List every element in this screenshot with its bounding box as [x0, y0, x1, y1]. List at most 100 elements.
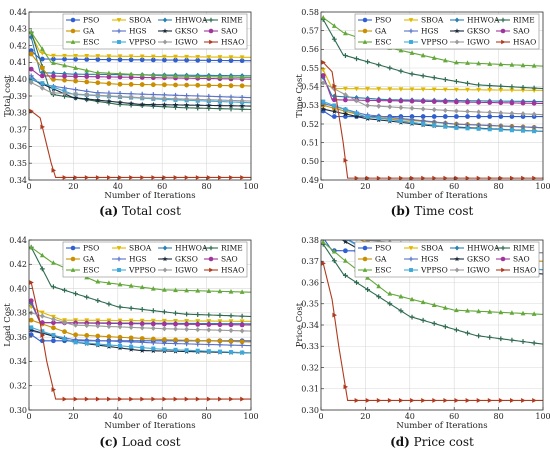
- marker-rime: [465, 330, 470, 336]
- marker-gkso: [342, 240, 349, 245]
- marker-igwo: [173, 96, 178, 102]
- marker-ga: [95, 80, 101, 86]
- marker-esc: [184, 73, 190, 79]
- legend-marker: [408, 246, 414, 251]
- marker-hgs: [217, 342, 223, 348]
- marker-igwo: [128, 94, 134, 100]
- marker-sao: [376, 98, 382, 103]
- marker-sao: [343, 97, 348, 103]
- marker-sao: [420, 98, 426, 104]
- marker-ga: [117, 81, 123, 87]
- y-tick-label: 0.40: [9, 75, 27, 84]
- marker-ga: [150, 336, 156, 342]
- marker-pso: [431, 114, 437, 119]
- marker-hsao: [532, 398, 537, 403]
- marker-igwo: [139, 325, 145, 331]
- marker-igwo: [321, 80, 326, 86]
- legend-marker: [409, 268, 413, 272]
- marker-ga: [217, 338, 223, 344]
- legend-entry-ga: GA: [83, 255, 95, 264]
- marker-pso: [73, 56, 79, 62]
- legend-entry-igwo: IGWO: [467, 38, 490, 47]
- legend-entry-rime: RIME: [513, 16, 535, 25]
- marker-hhwoa: [331, 93, 337, 99]
- marker-hsao: [40, 333, 45, 338]
- marker-esc: [531, 63, 537, 68]
- legend-marker: [454, 245, 460, 251]
- x-axis-label: Number of Iterations: [104, 191, 195, 201]
- marker-hsao: [73, 396, 79, 402]
- marker-rime: [498, 336, 504, 342]
- legend-entry-hsao: HSAO: [513, 38, 536, 47]
- marker-ga: [139, 336, 145, 341]
- marker-esc: [173, 287, 178, 293]
- marker-sao: [343, 231, 348, 236]
- marker-pso: [520, 114, 526, 119]
- legend-marker: [454, 256, 460, 262]
- marker-sboa: [420, 87, 426, 92]
- marker-igwo: [184, 326, 190, 332]
- legend-entry-sboa: SBOA: [129, 244, 152, 253]
- marker-sao: [465, 99, 470, 105]
- panel-caption: (a) Total cost: [99, 204, 181, 218]
- legend-entry-sao: SAO: [221, 27, 238, 36]
- marker-sao: [365, 232, 370, 237]
- marker-hsao: [399, 175, 404, 180]
- x-tick-label: 100: [243, 412, 258, 421]
- legend-marker: [500, 28, 506, 34]
- marker-sao: [139, 321, 145, 327]
- marker-rime: [487, 334, 493, 340]
- marker-ga: [343, 231, 348, 236]
- marker-esc: [95, 69, 101, 75]
- marker-sao: [51, 73, 56, 79]
- marker-hsao: [465, 398, 471, 403]
- y-tick-label: 0.35: [301, 300, 319, 309]
- marker-rime: [354, 280, 359, 285]
- marker-sboa: [321, 67, 326, 73]
- marker-sboa: [62, 53, 67, 59]
- marker-hsao: [432, 398, 437, 403]
- legend-marker: [70, 17, 76, 23]
- marker-hhwoa: [321, 216, 326, 221]
- marker-esc: [509, 62, 515, 67]
- marker-hsao: [321, 260, 326, 266]
- marker-igwo: [498, 110, 504, 116]
- marker-esc: [62, 62, 67, 68]
- marker-rime: [331, 258, 337, 264]
- marker-igwo: [420, 106, 426, 112]
- marker-pso: [117, 57, 123, 63]
- marker-sao: [498, 233, 503, 238]
- marker-ga: [239, 339, 245, 345]
- marker-igwo: [354, 97, 359, 104]
- marker-sboa: [376, 87, 382, 92]
- marker-ga: [51, 76, 56, 82]
- marker-hsao: [29, 280, 34, 285]
- marker-hhwoa: [454, 234, 459, 239]
- marker-sboa: [398, 87, 404, 92]
- marker-hsao: [376, 175, 382, 180]
- marker-hhwoa: [332, 227, 337, 232]
- marker-sao: [321, 218, 326, 223]
- marker-hsao: [206, 396, 212, 402]
- marker-sao: [173, 321, 178, 327]
- marker-rime: [509, 337, 515, 343]
- marker-pso: [206, 57, 212, 63]
- marker-rime: [387, 65, 393, 71]
- marker-esc: [420, 52, 426, 58]
- marker-ga: [195, 338, 201, 343]
- x-tick-label: 0: [318, 182, 323, 191]
- marker-rime: [173, 310, 178, 316]
- marker-hsao: [410, 398, 415, 403]
- marker-ga: [332, 226, 337, 231]
- marker-ga: [173, 82, 178, 88]
- legend-marker: [116, 18, 122, 23]
- marker-esc: [398, 47, 404, 53]
- marker-vppso: [106, 342, 111, 347]
- marker-igwo: [343, 228, 348, 233]
- marker-esc: [128, 283, 134, 288]
- marker-igwo: [95, 92, 101, 98]
- marker-pso: [184, 57, 190, 63]
- marker-rime: [442, 77, 448, 82]
- marker-sboa: [376, 219, 381, 224]
- marker-hhwoa: [365, 233, 370, 238]
